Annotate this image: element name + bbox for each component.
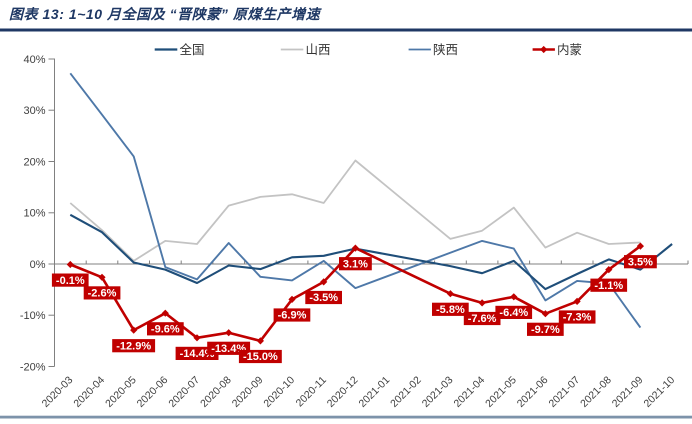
svg-text:-9.6%: -9.6% xyxy=(151,324,180,336)
svg-text:-20%: -20% xyxy=(20,361,46,373)
svg-text:-6.4%: -6.4% xyxy=(499,307,528,319)
svg-text:陕西: 陕西 xyxy=(433,42,458,57)
svg-text:-9.7%: -9.7% xyxy=(531,324,560,336)
svg-text:-12.9%: -12.9% xyxy=(116,340,151,352)
svg-text:-0.1%: -0.1% xyxy=(56,275,85,287)
svg-text:-5.8%: -5.8% xyxy=(436,304,465,316)
svg-text:山西: 山西 xyxy=(306,43,331,57)
svg-text:0%: 0% xyxy=(30,259,46,271)
svg-text:-7.3%: -7.3% xyxy=(563,312,592,324)
svg-text:-7.6%: -7.6% xyxy=(468,313,497,325)
svg-text:-3.5%: -3.5% xyxy=(309,292,338,304)
svg-text:图表 13: 1~10 月全国及 “晋陕蒙” 原煤生产增速: 图表 13: 1~10 月全国及 “晋陕蒙” 原煤生产增速 xyxy=(9,6,323,22)
svg-text:-6.9%: -6.9% xyxy=(278,310,307,322)
svg-text:40%: 40% xyxy=(23,54,45,66)
svg-text:-1.1%: -1.1% xyxy=(594,280,623,292)
svg-text:3.5%: 3.5% xyxy=(628,256,653,268)
svg-text:内蒙: 内蒙 xyxy=(557,43,582,57)
svg-text:10%: 10% xyxy=(23,208,45,220)
svg-text:30%: 30% xyxy=(23,105,45,117)
svg-text:-13.4%: -13.4% xyxy=(211,343,246,355)
svg-text:-14.4%: -14.4% xyxy=(180,348,215,360)
svg-text:-2.6%: -2.6% xyxy=(88,288,117,300)
svg-text:3.1%: 3.1% xyxy=(343,258,368,270)
svg-text:-15.0%: -15.0% xyxy=(243,351,278,363)
svg-text:全国: 全国 xyxy=(180,42,205,57)
svg-text:-10%: -10% xyxy=(20,310,46,322)
svg-text:20%: 20% xyxy=(23,156,45,168)
